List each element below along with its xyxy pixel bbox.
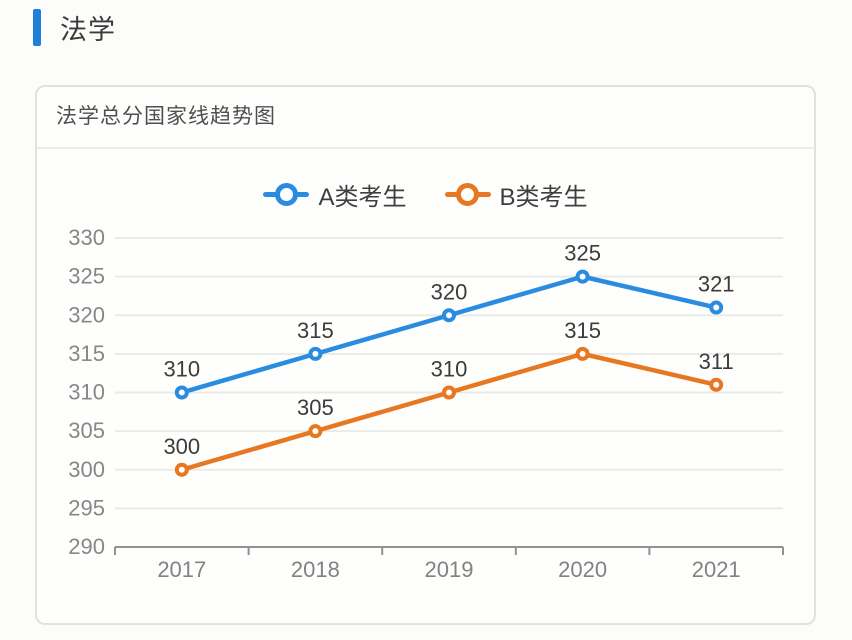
y-axis-label: 290	[68, 534, 105, 559]
data-label: 320	[431, 279, 468, 304]
data-label: 311	[699, 349, 734, 374]
y-axis-label: 325	[68, 264, 105, 289]
data-label: 315	[297, 318, 334, 343]
data-point	[442, 385, 456, 400]
legend-marker-a-icon	[263, 182, 310, 208]
data-label: 310	[163, 357, 200, 382]
data-label: 325	[564, 241, 601, 266]
accent-bar	[33, 9, 41, 46]
card-header: 法学总分国家线趋势图	[37, 87, 814, 149]
y-axis-label: 295	[68, 495, 105, 520]
chart-legend: A类考生 B类考生	[37, 177, 814, 212]
legend-label-a: A类考生	[318, 184, 407, 211]
x-axis-label: 2019	[425, 557, 474, 582]
y-axis-label: 320	[68, 302, 105, 327]
data-point	[308, 346, 323, 361]
data-point	[308, 424, 323, 439]
y-axis-label: 315	[68, 341, 105, 366]
legend-circle-b	[456, 183, 479, 206]
x-axis-label: 2018	[291, 557, 340, 582]
data-label: 300	[163, 434, 200, 459]
legend-item-a[interactable]: A类考生	[263, 177, 407, 212]
x-axis-label: 2021	[692, 557, 741, 582]
x-axis-label: 2017	[157, 557, 206, 582]
y-axis-label: 330	[68, 225, 105, 250]
data-label: 305	[297, 395, 334, 420]
data-point	[575, 346, 590, 361]
y-axis-label: 310	[68, 380, 105, 405]
x-axis-label: 2020	[558, 557, 607, 582]
data-label: 321	[698, 272, 735, 297]
y-axis-label: 300	[68, 457, 105, 482]
data-point	[442, 308, 456, 323]
legend-item-b[interactable]: B类考生	[444, 177, 588, 212]
data-point	[709, 377, 724, 392]
data-point	[575, 269, 590, 284]
trend-line-chart: 290 295 300 305 310 315 320 325 330 2017 2018 2019 2…	[68, 225, 784, 582]
data-point	[709, 300, 724, 315]
page-title: 法学	[60, 15, 116, 45]
data-point	[174, 385, 189, 400]
legend-circle-a	[274, 183, 298, 206]
data-label: 310	[431, 357, 468, 382]
card-title: 法学总分国家线趋势图	[56, 105, 276, 128]
legend-label-b: B类考生	[499, 184, 588, 211]
data-point	[174, 462, 189, 477]
chart-card: 法学总分国家线趋势图 A类考生 B类考生 290 295 300 305 310 315 3…	[35, 85, 816, 625]
data-label: 315	[564, 318, 601, 343]
legend-marker-b-icon	[444, 182, 491, 208]
y-axis-label: 305	[68, 418, 105, 443]
page-header: 法学	[33, 8, 116, 47]
